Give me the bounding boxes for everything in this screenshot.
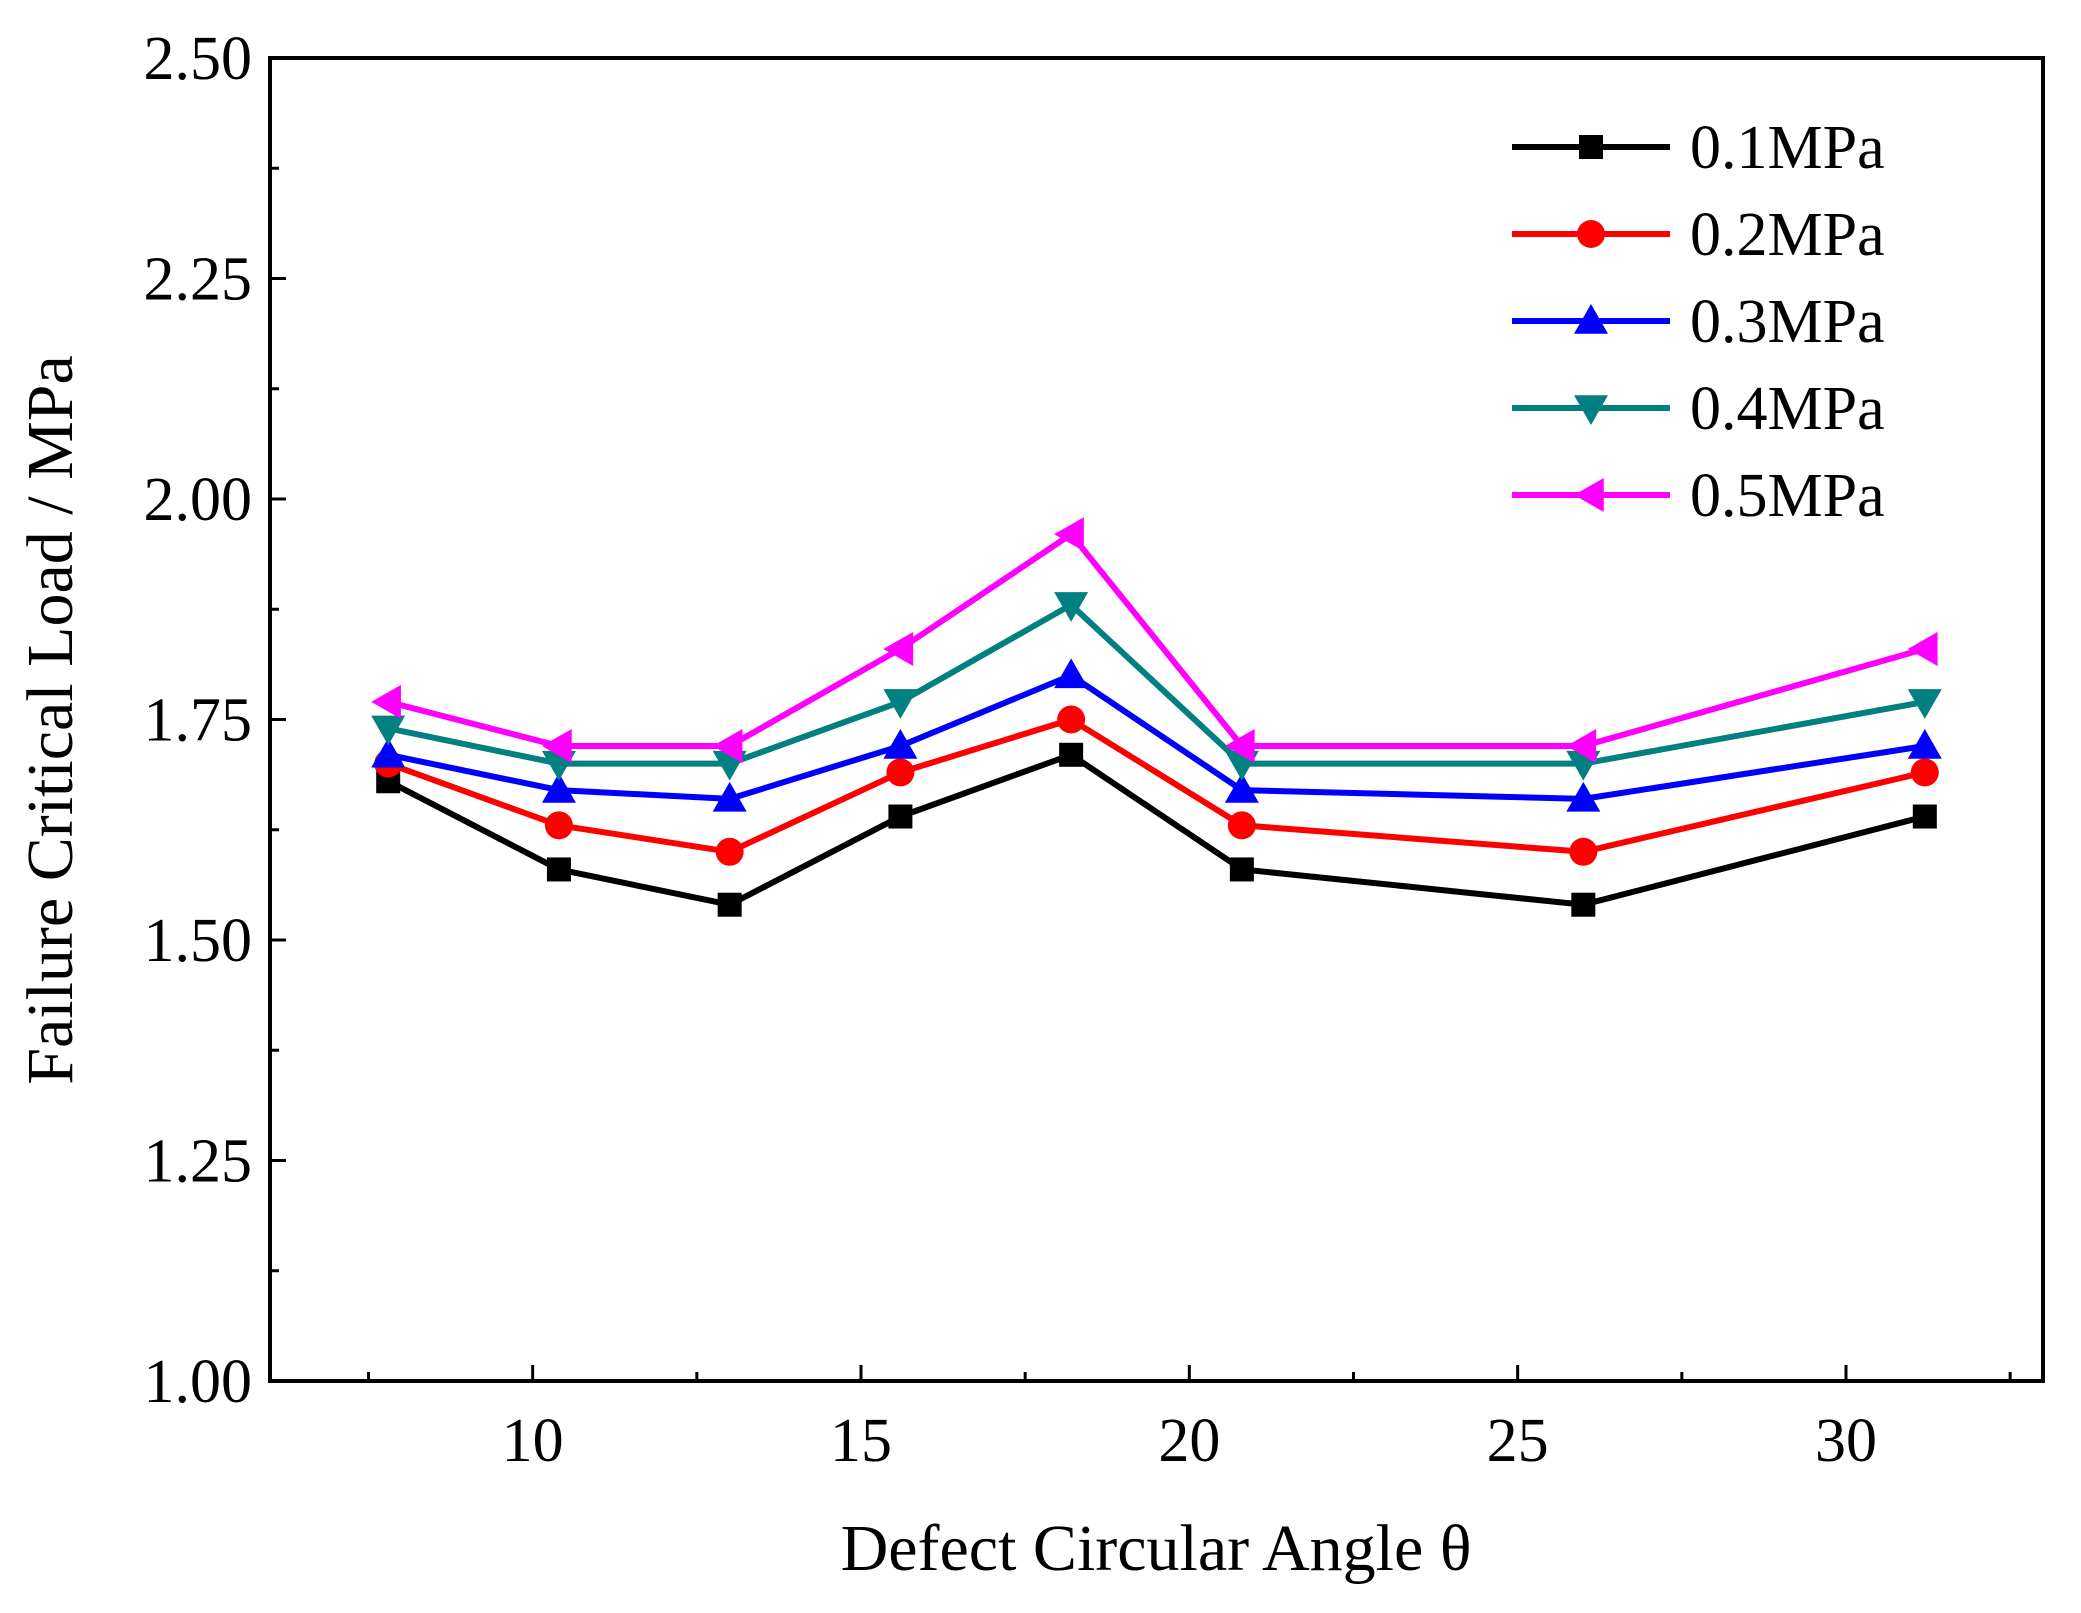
data-point (1229, 857, 1254, 882)
data-point (883, 631, 914, 666)
data-point (717, 892, 742, 917)
data-point (1566, 781, 1601, 812)
data-point (883, 728, 918, 759)
y-tick-label: 1.25 (144, 1128, 253, 1196)
x-tick-label: 15 (830, 1407, 892, 1475)
legend-marker (1579, 135, 1603, 159)
legend-label: 0.1MPa (1690, 114, 1885, 182)
data-point (1227, 811, 1256, 840)
series-0.5MPa (371, 517, 1938, 763)
series-0.3MPa (371, 658, 1942, 812)
data-point (712, 728, 743, 763)
data-point (1057, 705, 1086, 734)
legend-marker (1574, 478, 1604, 512)
data-point (1054, 658, 1089, 689)
y-axis-title: Failure Critical Load / MPa (14, 355, 87, 1085)
y-tick-label: 1.50 (144, 907, 253, 975)
y-tick-label: 1.00 (144, 1348, 253, 1416)
y-tick-label: 1.75 (144, 687, 253, 755)
series-line (387, 672, 1926, 802)
data-point (1224, 773, 1259, 803)
legend-item: 0.3MPa (1512, 288, 1885, 356)
data-point (371, 737, 406, 768)
data-point (1907, 728, 1942, 759)
y-tick-label: 2.50 (144, 25, 253, 93)
legend-label: 0.3MPa (1690, 288, 1885, 356)
x-tick-label: 25 (1487, 1407, 1549, 1475)
data-point (1907, 689, 1942, 719)
data-point (544, 811, 573, 840)
data-point (1907, 631, 1938, 666)
data-point (1566, 728, 1597, 763)
data-point (1571, 892, 1596, 917)
legend-label: 0.5MPa (1690, 462, 1885, 530)
series-0.2MPa (374, 705, 1939, 866)
series-0.1MPa (376, 742, 1937, 917)
data-point (715, 837, 744, 866)
series-line (387, 716, 1926, 855)
data-point (888, 804, 913, 829)
data-point (1224, 728, 1255, 763)
legend-item: 0.2MPa (1512, 201, 1885, 269)
series-line (387, 601, 1926, 767)
x-tick-label: 10 (502, 1407, 564, 1475)
legend-marker (1574, 395, 1608, 425)
y-tick-label: 2.25 (144, 246, 253, 314)
data-point (546, 857, 571, 882)
x-tick-label: 20 (1158, 1407, 1220, 1475)
legend-item: 0.4MPa (1512, 375, 1885, 443)
legend-label: 0.4MPa (1690, 375, 1885, 443)
legend: 0.1MPa 0.2MPa 0.3MPa 0.4MPa 0.5MPa (1512, 114, 1885, 530)
series-line (387, 531, 1926, 749)
x-axis-title: Defect Circular Angle θ (841, 1512, 1472, 1585)
legend-item: 0.1MPa (1512, 114, 1885, 182)
legend-marker (1577, 220, 1605, 248)
data-point (886, 758, 915, 787)
legend-item: 0.5MPa (1512, 462, 1885, 530)
x-tick-label: 30 (1815, 1407, 1877, 1475)
axis-ticks: 1.00 1.25 1.50 1.75 2.00 2.25 2.50 10 15 20 25 30 (144, 25, 2012, 1475)
data-point (883, 689, 918, 719)
series-0.4MPa (371, 592, 1942, 781)
data-point (1912, 804, 1937, 829)
data-point (541, 773, 576, 803)
series-layer (371, 517, 1942, 917)
data-point (1910, 758, 1939, 787)
legend-label: 0.2MPa (1690, 201, 1885, 269)
y-tick-label: 2.00 (144, 466, 253, 534)
data-point (541, 728, 572, 763)
data-point (1569, 837, 1598, 866)
data-point (371, 684, 401, 719)
data-point (371, 715, 406, 746)
data-point (712, 781, 747, 812)
legend-marker (1574, 304, 1608, 334)
data-point (1059, 742, 1084, 767)
data-point (1054, 517, 1084, 552)
series-line (386, 751, 1926, 908)
data-point (1054, 592, 1089, 622)
